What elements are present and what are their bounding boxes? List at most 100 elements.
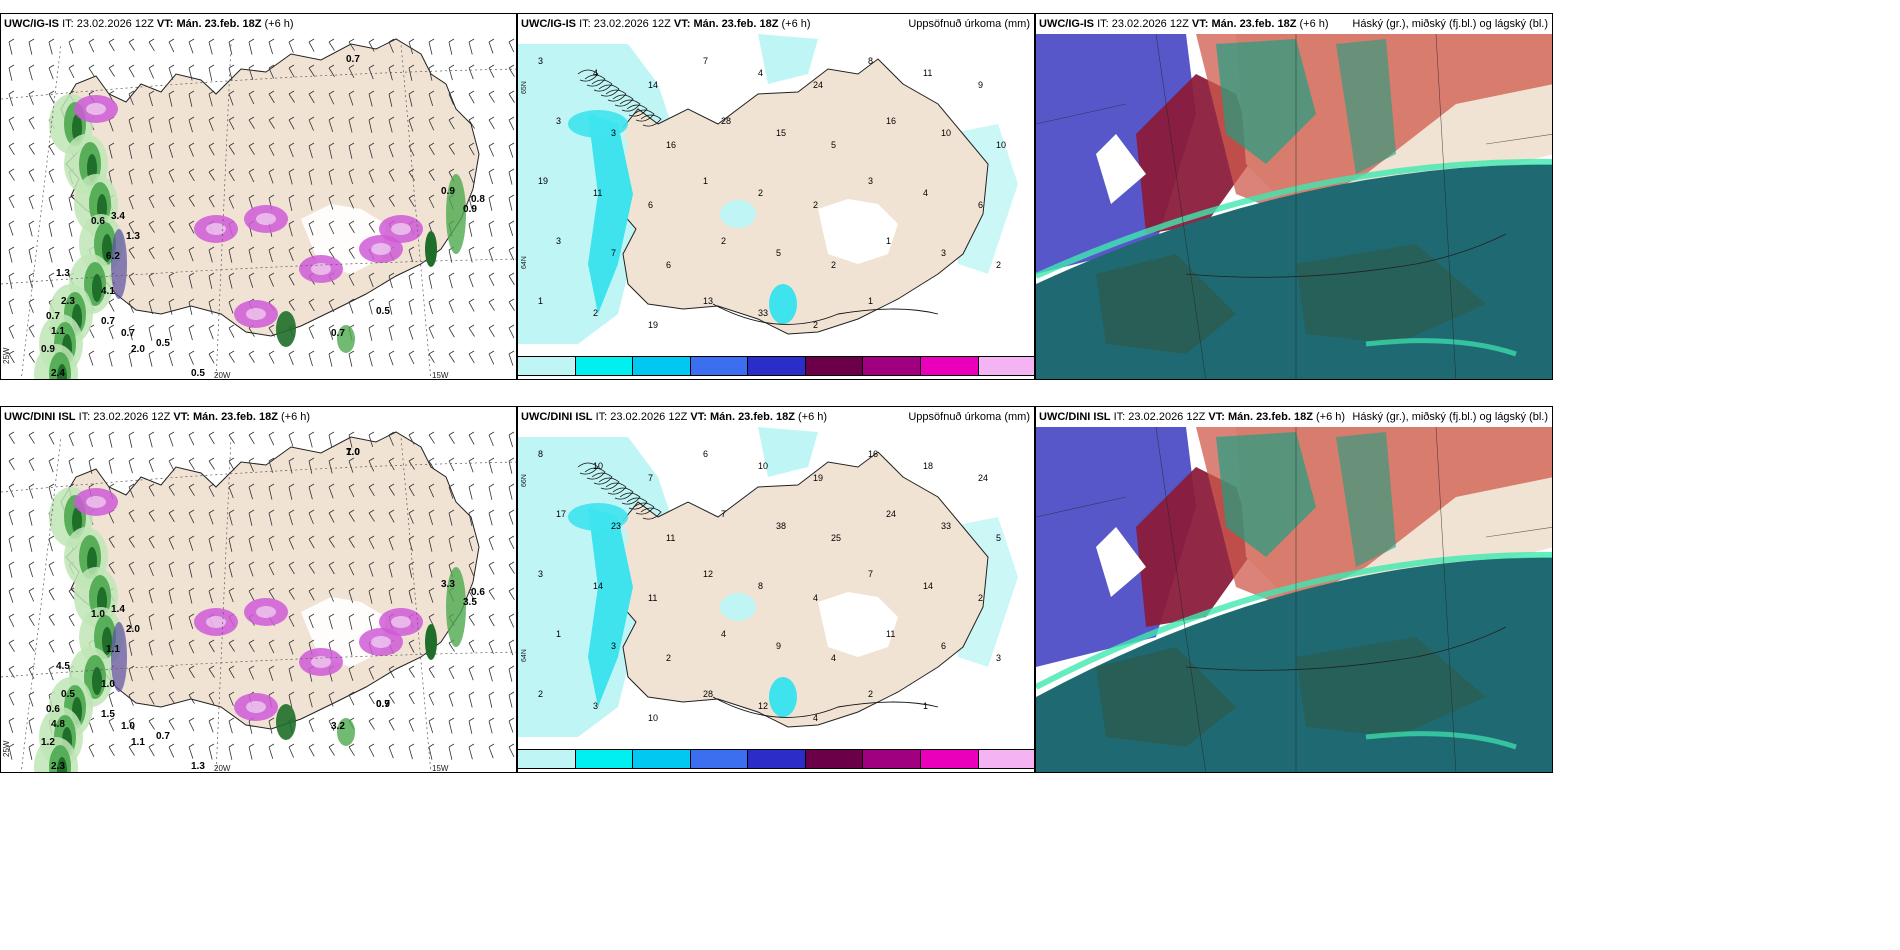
wind-barb — [8, 457, 15, 470]
wind-barb — [48, 142, 55, 156]
wind-barb — [108, 324, 115, 340]
wind-barb — [88, 457, 95, 474]
wind-barb — [248, 639, 255, 653]
grid-label: 15W — [432, 764, 449, 773]
value-label: 11 — [886, 629, 895, 639]
wind-barb — [248, 350, 255, 363]
wind-barb — [308, 717, 315, 733]
wind-barb — [448, 483, 455, 499]
wind-barb — [488, 298, 495, 311]
low-cloud — [1296, 244, 1486, 344]
wind-barb — [488, 717, 495, 734]
precip-mid — [446, 174, 466, 254]
colorbar-tick: 400 — [970, 378, 985, 379]
wind-barb — [308, 64, 315, 77]
wind-barb — [188, 509, 195, 524]
wind-barb — [428, 561, 435, 578]
wind-barb — [408, 717, 415, 732]
precip-mid — [769, 284, 797, 324]
wind-barb — [508, 535, 515, 549]
wind-barb — [368, 116, 375, 133]
wind-barb — [8, 431, 15, 444]
wind-barb — [488, 639, 495, 654]
value-label: 28 — [721, 116, 731, 126]
parallel-line — [1, 68, 516, 100]
value-label: 0.5 — [156, 338, 170, 349]
value-label: 0.5 — [376, 306, 390, 317]
wind-barb — [88, 350, 95, 366]
fjord — [605, 482, 627, 495]
wind-barb — [248, 90, 255, 105]
wind-barb — [168, 717, 175, 731]
wind-barb — [188, 717, 195, 732]
snow-cell-core — [311, 656, 331, 668]
wind-barb — [288, 535, 295, 550]
wind-barb — [448, 272, 455, 289]
value-label: 15 — [776, 128, 786, 138]
wind-barb — [368, 194, 375, 208]
wind-barb — [148, 142, 155, 159]
wind-barb — [108, 64, 115, 77]
value-label: 1.1 — [51, 326, 65, 337]
wind-barb — [488, 535, 495, 551]
coastline — [1185, 626, 1507, 671]
value-label: 1.5 — [101, 709, 115, 720]
value-label: 18 — [923, 461, 933, 471]
wind-barb — [328, 194, 335, 210]
clear-patch — [1096, 527, 1146, 597]
wind-barb — [48, 587, 55, 601]
wind-barb — [128, 350, 135, 367]
colorbar-swatch — [920, 357, 979, 375]
wind-barb — [308, 743, 315, 757]
wind-barb — [488, 324, 495, 338]
wind-barb — [508, 561, 515, 574]
wind-barb — [208, 431, 215, 445]
wind-barb — [248, 116, 255, 129]
wind-barb — [108, 142, 115, 159]
wind-barb — [328, 324, 335, 340]
wind-barb — [8, 38, 15, 55]
wind-barb — [408, 246, 415, 262]
wind-barb — [48, 168, 55, 183]
wind-barb — [228, 431, 235, 444]
wind-barb — [368, 587, 375, 604]
wind-barb — [148, 90, 155, 107]
wind-barb — [428, 665, 435, 678]
value-label: 3 — [611, 128, 616, 138]
wind-barb — [148, 535, 155, 549]
precip-heavy — [102, 627, 112, 655]
value-label: 3 — [538, 56, 543, 66]
wind-barb — [228, 587, 235, 603]
fjord — [591, 472, 613, 485]
wind-barb — [168, 613, 175, 630]
wind-barb — [488, 457, 495, 474]
wind-barb — [288, 691, 295, 708]
colorbar-swatch — [978, 750, 1034, 768]
value-label: 14 — [593, 581, 603, 591]
value-label: 2 — [978, 593, 983, 603]
wind-barb — [208, 324, 215, 340]
wind-barb — [368, 561, 375, 577]
fjord — [577, 462, 599, 475]
wind-barb — [388, 324, 395, 341]
wind-barb — [288, 194, 295, 211]
value-label: 3.4 — [111, 211, 125, 222]
wind-barb — [228, 665, 235, 679]
wind-barb — [488, 483, 495, 500]
wind-barb — [508, 38, 515, 53]
wind-barb — [308, 561, 315, 574]
wind-barb — [208, 561, 215, 578]
high-cloud-band — [1365, 731, 1517, 750]
wind-barb — [168, 194, 175, 207]
wind-barb — [468, 168, 475, 183]
wind-barb — [208, 142, 215, 156]
wind-barb — [188, 561, 195, 578]
wind-barb — [108, 535, 115, 548]
panel-wind-precip-iga: UWC/IG-IS IT: 23.02.2026 12Z VT: Mán. 23… — [0, 13, 517, 380]
fjord — [640, 114, 662, 127]
wind-barb — [28, 691, 35, 707]
value-label: 1 — [703, 176, 708, 186]
wind-barb — [128, 509, 135, 523]
wind-barb — [168, 509, 175, 523]
colorbar-tick: 1 — [520, 378, 525, 379]
